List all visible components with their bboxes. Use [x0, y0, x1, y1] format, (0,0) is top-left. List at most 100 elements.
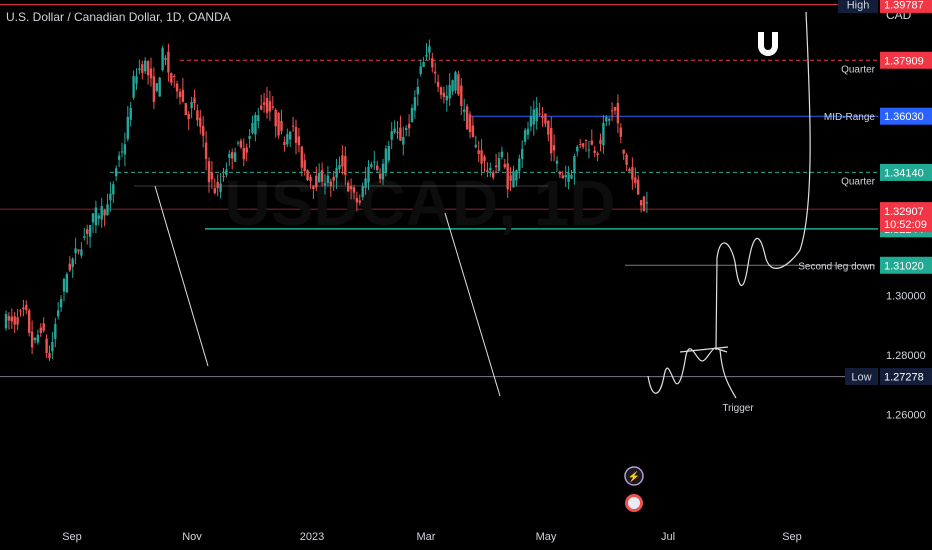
candle-body	[436, 81, 440, 87]
candle-body	[529, 116, 533, 127]
candle-body	[587, 149, 591, 151]
candle-body	[552, 145, 556, 151]
candle-body	[483, 156, 486, 162]
candle-body	[25, 304, 28, 311]
candle-body	[323, 183, 327, 186]
candle-body	[622, 149, 625, 154]
candle-body	[547, 120, 550, 135]
candle-body	[222, 176, 225, 178]
level-value-1-bg	[880, 51, 932, 69]
candle-body	[141, 64, 144, 74]
candle-body	[36, 334, 40, 343]
candle-body	[642, 196, 646, 212]
candle-body	[538, 113, 541, 115]
candle-body	[115, 168, 118, 177]
candle-body	[396, 131, 399, 133]
y-tick-0: 1.26000	[886, 410, 926, 422]
candle-body	[236, 142, 240, 144]
candle-body	[280, 120, 283, 132]
level-value-4: 1.31020	[884, 260, 924, 272]
level-name-1: Quarter	[841, 64, 876, 75]
trigger-path	[719, 349, 737, 399]
candle-body	[619, 127, 622, 137]
watermark: USDCAD, 1D	[224, 167, 615, 239]
candle-body	[312, 185, 315, 190]
candle-body	[202, 125, 205, 136]
candle-body	[402, 136, 405, 145]
candle-body	[225, 169, 228, 175]
candle-body	[309, 176, 312, 181]
candle-body	[300, 146, 303, 168]
candle-body	[274, 109, 277, 127]
candle-body	[413, 97, 417, 111]
x-tick-1: Nov	[182, 531, 202, 543]
candle-body	[152, 76, 156, 103]
candle-body	[605, 116, 608, 122]
magnet-icon	[758, 32, 778, 56]
candle-body	[228, 154, 231, 158]
candle-body	[103, 210, 106, 216]
candle-body	[416, 86, 419, 95]
candle-body	[370, 164, 373, 168]
candle-body	[434, 71, 437, 74]
candle-body	[28, 310, 31, 333]
candle-body	[59, 299, 63, 308]
x-tick-5: Jul	[661, 531, 675, 543]
candle-body	[45, 338, 48, 354]
candle-body	[260, 105, 263, 110]
candle-body	[497, 158, 501, 172]
candle-body	[39, 327, 42, 333]
candle-body	[550, 128, 553, 154]
candle-body	[74, 248, 77, 254]
candle-body	[30, 331, 34, 348]
candle-body	[564, 175, 567, 178]
x-tick-2: 2023	[300, 531, 324, 543]
level-value-3: 1.34140	[884, 167, 924, 179]
candle-body	[361, 185, 364, 198]
candle-body	[106, 204, 109, 216]
level-name-2: MID-Range	[824, 112, 876, 123]
candle-body	[57, 310, 60, 317]
candle-body	[16, 317, 19, 325]
candle-body	[173, 76, 176, 78]
candles	[4, 39, 649, 361]
magnet-logo	[758, 32, 778, 56]
candle-body	[463, 109, 466, 112]
candle-body	[486, 170, 489, 173]
candle-body	[94, 207, 98, 226]
candle-body	[515, 170, 518, 181]
candle-body	[576, 146, 579, 152]
candle-body	[306, 170, 309, 180]
candle-body	[7, 316, 11, 321]
extra-label-0: 1.39787	[884, 0, 924, 11]
candle-body	[639, 200, 643, 206]
candle-body	[492, 172, 495, 178]
candle-body	[634, 177, 637, 184]
candle-body	[367, 166, 370, 183]
candle-body	[526, 128, 530, 135]
candle-body	[489, 167, 492, 171]
level-value-2-bg	[880, 107, 932, 125]
candle-body	[219, 183, 222, 192]
level-value-5: 1.27278	[884, 372, 924, 384]
candle-body	[68, 263, 71, 271]
candle-body	[155, 83, 158, 91]
candle-body	[352, 187, 356, 193]
level-name-0: High	[847, 0, 870, 12]
projection-line	[679, 346, 729, 353]
candle-body	[245, 147, 248, 153]
candle-body	[558, 171, 562, 175]
candle-body	[83, 236, 86, 238]
candle-body	[184, 103, 187, 116]
trendline-1	[154, 185, 209, 367]
candle-body	[144, 60, 147, 72]
candle-body	[210, 172, 214, 180]
candle-body	[257, 115, 260, 121]
candle-body	[268, 101, 272, 112]
candle-body	[271, 106, 274, 108]
level-name-bg-0	[838, 0, 878, 14]
candle-body	[628, 168, 631, 172]
candle-body	[442, 92, 446, 98]
candle-body	[425, 54, 428, 57]
